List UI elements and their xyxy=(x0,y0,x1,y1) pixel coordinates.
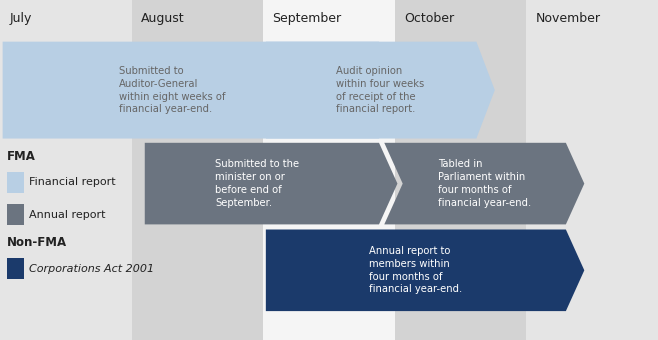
Text: November: November xyxy=(536,12,601,25)
Text: Tabled in
Parliament within
four months of
financial year-end.: Tabled in Parliament within four months … xyxy=(438,159,531,208)
Bar xyxy=(526,0,658,340)
Text: August: August xyxy=(141,12,184,25)
Text: FMA: FMA xyxy=(7,150,36,163)
Polygon shape xyxy=(3,42,397,139)
Text: Annual report: Annual report xyxy=(29,209,105,220)
Bar xyxy=(7,172,24,193)
Text: Submitted to the
minister on or
before end of
September.: Submitted to the minister on or before e… xyxy=(215,159,299,208)
Text: Annual report to
members within
four months of
financial year-end.: Annual report to members within four mon… xyxy=(369,246,463,294)
Bar xyxy=(132,0,263,340)
Bar xyxy=(7,258,24,279)
Polygon shape xyxy=(384,143,584,224)
Text: October: October xyxy=(404,12,454,25)
Polygon shape xyxy=(266,42,495,139)
Bar xyxy=(263,0,395,340)
Bar xyxy=(395,0,526,340)
Text: September: September xyxy=(272,12,342,25)
Polygon shape xyxy=(266,230,584,311)
Text: Non-FMA: Non-FMA xyxy=(7,236,66,249)
Text: Corporations Act 2001: Corporations Act 2001 xyxy=(29,264,154,274)
Text: Audit opinion
within four weeks
of receipt of the
financial report.: Audit opinion within four weeks of recei… xyxy=(336,66,424,114)
Text: Submitted to
Auditor-General
within eight weeks of
financial year-end.: Submitted to Auditor-General within eigh… xyxy=(118,66,225,114)
Text: July: July xyxy=(9,12,32,25)
Polygon shape xyxy=(145,143,397,224)
Text: Financial report: Financial report xyxy=(29,177,116,187)
Bar xyxy=(0,0,132,340)
Bar xyxy=(7,204,24,225)
